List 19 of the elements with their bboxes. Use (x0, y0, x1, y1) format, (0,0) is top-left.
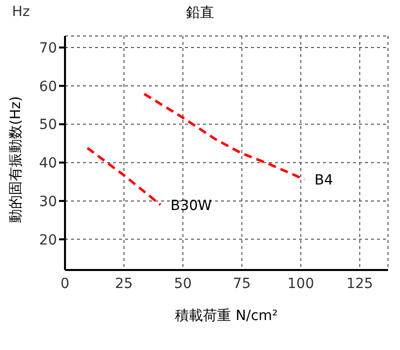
x-tick-label: 75 (232, 276, 251, 292)
y-tick-label: 60 (39, 78, 57, 95)
x-tick-label: 50 (174, 276, 192, 292)
series-label: B4 (314, 172, 334, 188)
y-tick-label: 20 (39, 232, 57, 248)
x-tick-label: 0 (60, 276, 70, 292)
y-axis-title: 動的固有振動数(Hz) (8, 96, 24, 223)
y-tick-label: 50 (39, 117, 57, 134)
x-tick-label: 100 (287, 276, 314, 292)
x-axis-title: 積載荷重 N/cm² (175, 308, 278, 324)
series-label: B30W (170, 198, 212, 214)
y-tick-label: 30 (39, 194, 57, 210)
y-tick-label: 70 (39, 40, 57, 56)
line-series (142, 92, 306, 181)
chart-title: 鉛直 (186, 5, 214, 21)
x-tick-label: 125 (346, 276, 374, 292)
text: Hz (12, 4, 30, 20)
x-tick-label: 25 (115, 276, 133, 292)
y-tick-label: 40 (39, 156, 57, 172)
